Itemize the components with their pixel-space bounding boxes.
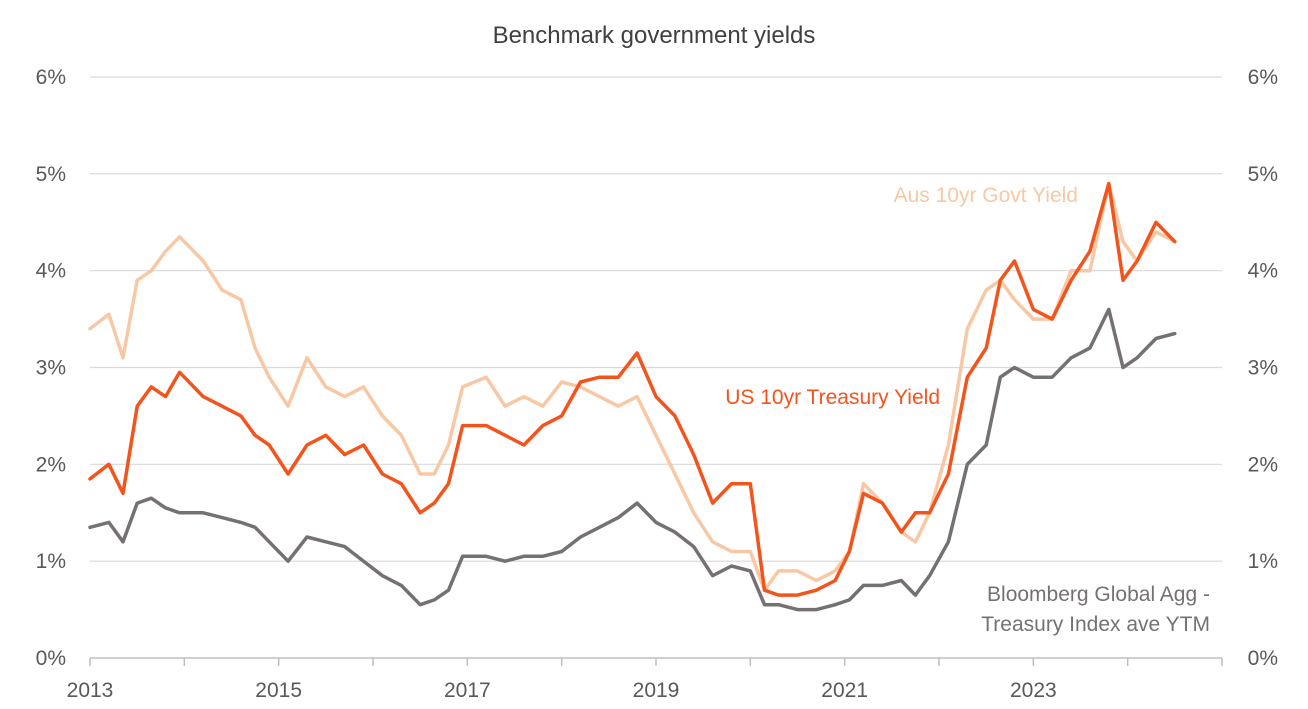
y-tick-label-right: 6% bbox=[1248, 66, 1278, 89]
y-axis-right: 0% 1% 2% 3% 4% 5% 6% bbox=[1248, 66, 1278, 670]
y-axis-left: 0% 1% 2% 3% 4% 5% 6% bbox=[36, 66, 66, 670]
y-tick-label-right: 4% bbox=[1248, 260, 1278, 283]
y-tick-label-right: 1% bbox=[1248, 550, 1278, 573]
y-tick-label-left: 1% bbox=[36, 550, 66, 573]
gridlines bbox=[90, 76, 1222, 562]
y-tick-label-right: 0% bbox=[1248, 647, 1278, 670]
series-line-aus bbox=[88, 181, 1177, 592]
y-tick-label-right: 5% bbox=[1248, 163, 1278, 186]
y-tick-label-left: 4% bbox=[36, 260, 66, 283]
y-tick-label-left: 3% bbox=[36, 357, 66, 380]
series-label-aus: Aus 10yr Govt Yield bbox=[894, 184, 1078, 207]
series-label-global-line2: Treasury Index ave YTM bbox=[981, 613, 1210, 636]
series-line-us bbox=[88, 181, 1177, 597]
y-tick-label-left: 6% bbox=[36, 66, 66, 89]
y-tick-label-right: 2% bbox=[1248, 453, 1278, 476]
y-tick-label-left: 5% bbox=[36, 163, 66, 186]
series-line-global bbox=[88, 307, 1177, 612]
x-tick-label: 2019 bbox=[633, 679, 680, 702]
chart-title: Benchmark government yields bbox=[493, 22, 816, 49]
x-tick-label: 2023 bbox=[1010, 679, 1057, 702]
series-label-us: US 10yr Treasury Yield bbox=[725, 386, 940, 409]
series-lines bbox=[88, 181, 1177, 612]
y-tick-label-left: 0% bbox=[36, 647, 66, 670]
x-tick-label: 2015 bbox=[255, 679, 302, 702]
y-tick-label-left: 2% bbox=[36, 453, 66, 476]
y-tick-label-right: 3% bbox=[1248, 357, 1278, 380]
x-tick-label: 2013 bbox=[67, 679, 114, 702]
x-axis: 2013 2015 2017 2019 2021 2023 bbox=[67, 657, 1223, 702]
series-label-global-line1: Bloomberg Global Agg - bbox=[987, 583, 1210, 606]
x-tick-label: 2021 bbox=[821, 679, 868, 702]
x-tick-label: 2017 bbox=[444, 679, 491, 702]
